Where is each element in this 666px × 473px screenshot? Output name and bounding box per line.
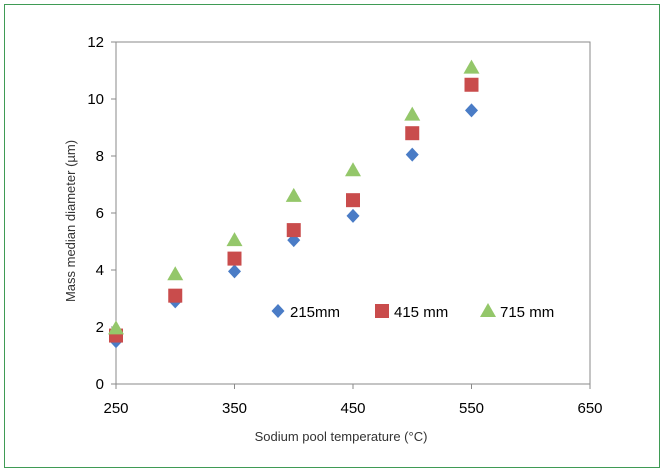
x-axis-label: Sodium pool temperature (°C) (255, 429, 428, 444)
data-point (285, 187, 302, 202)
data-point (346, 208, 360, 223)
y-tick-label: 6 (96, 205, 104, 222)
data-point (465, 103, 478, 118)
legend-marker-2 (375, 304, 389, 318)
x-tick-label: 350 (222, 400, 247, 417)
data-point (108, 320, 124, 335)
y-tick-label: 10 (87, 91, 104, 108)
legend-marker-3 (480, 303, 496, 317)
data-point (464, 77, 479, 92)
data-point (405, 147, 419, 162)
x-tick-label: 250 (103, 400, 128, 417)
y-tick-label: 12 (87, 34, 104, 51)
data-point (345, 162, 361, 177)
data-points (108, 59, 480, 349)
data-point (405, 126, 420, 141)
data-point (228, 264, 241, 279)
legend-marker-1 (271, 304, 285, 318)
data-point (167, 266, 184, 281)
data-point (227, 251, 242, 266)
axes (111, 41, 591, 389)
data-point (463, 59, 480, 74)
legend: 215mm 415 mm 715 mm (271, 303, 554, 321)
y-tick-label: 0 (96, 376, 104, 393)
chart-frame (4, 4, 660, 468)
data-point (226, 232, 243, 247)
tick-labels: 0 2 4 6 8 10 12 250 350 450 550 650 (87, 34, 602, 417)
data-point (404, 106, 421, 121)
data-point (168, 288, 183, 303)
y-axis-label: Mass median diameter (µm) (63, 140, 78, 302)
legend-label-1: 215mm (290, 304, 340, 321)
data-point (286, 223, 301, 238)
y-tick-label: 8 (96, 148, 104, 165)
x-tick-label: 550 (459, 400, 484, 417)
legend-label-3: 715 mm (500, 304, 554, 321)
series-3-points (108, 59, 480, 335)
y-tick-label: 2 (96, 319, 104, 336)
data-point (346, 193, 360, 208)
x-tick-label: 450 (340, 400, 365, 417)
legend-label-2: 415 mm (394, 304, 448, 321)
series-2-points (109, 77, 479, 343)
x-tick-label: 650 (577, 400, 602, 417)
y-tick-label: 4 (96, 262, 104, 279)
